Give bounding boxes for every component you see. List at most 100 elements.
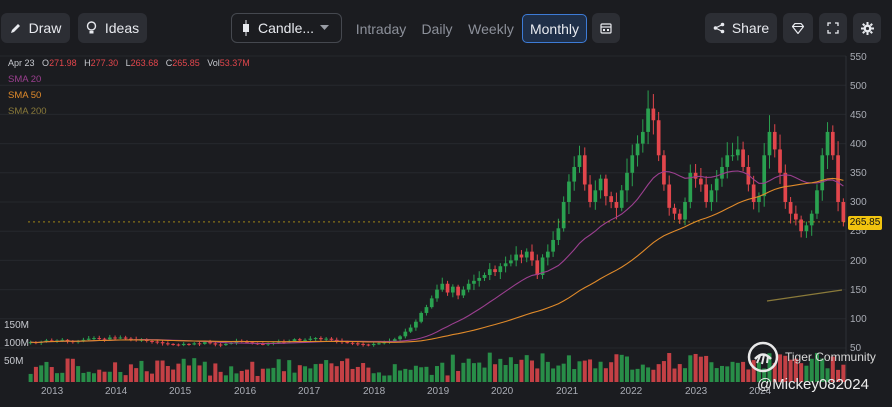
candle-body — [123, 337, 128, 339]
ohlc-date: Apr 23 — [8, 58, 35, 68]
share-button[interactable]: Share — [705, 13, 777, 43]
candle-body — [429, 298, 434, 308]
candle-body — [614, 202, 619, 208]
candle-body — [577, 155, 582, 167]
x-tick-2015: 2015 — [169, 386, 192, 397]
volume-bar — [609, 362, 614, 382]
volume-bar — [308, 368, 313, 382]
tab-daily[interactable]: Daily — [421, 20, 453, 37]
candle-body — [672, 207, 677, 214]
diamond-button[interactable] — [783, 13, 813, 43]
y-tick-450: 450 — [850, 110, 867, 121]
volume-bar — [281, 371, 286, 382]
candle-body — [134, 339, 139, 341]
candle-body — [403, 331, 408, 337]
candle-body — [271, 342, 276, 344]
volume-bar — [698, 356, 703, 382]
candle-body — [144, 339, 149, 341]
volume-bar — [186, 365, 191, 382]
calendar-button[interactable] — [592, 13, 620, 43]
candle-body — [688, 172, 693, 202]
candle-body — [345, 342, 350, 344]
volume-bar — [661, 361, 666, 382]
volume-bar — [667, 353, 672, 382]
volume-bar — [624, 356, 629, 382]
x-tick-2019: 2019 — [427, 386, 450, 397]
draw-button[interactable]: Draw — [1, 13, 70, 43]
settings-button[interactable] — [853, 13, 881, 43]
candle-body — [450, 286, 455, 293]
tab-monthly[interactable]: Monthly — [522, 14, 587, 43]
candle-body — [493, 269, 497, 273]
candle-body — [714, 178, 719, 191]
candle-body — [762, 155, 767, 197]
candle-body — [677, 213, 682, 220]
volume-bar — [91, 373, 96, 382]
candle-body — [498, 266, 503, 273]
sma200-label[interactable]: SMA 200 — [8, 106, 47, 117]
candle-body — [625, 172, 629, 191]
candle-body — [408, 327, 413, 332]
volume-bar — [588, 359, 593, 382]
volume-bar — [535, 368, 540, 382]
candle-body — [561, 202, 566, 229]
candle-body — [556, 228, 561, 240]
sma20-label[interactable]: SMA 20 — [8, 74, 42, 85]
candle-body — [656, 120, 661, 156]
tab-intraday[interactable]: Intraday — [355, 20, 407, 37]
candle-body — [472, 280, 476, 284]
volume-bar — [28, 373, 33, 382]
candle-body — [34, 342, 38, 344]
watermark-name: Tiger Community — [785, 350, 876, 364]
volume-bar — [466, 358, 471, 382]
y-tick-400: 400 — [850, 139, 867, 150]
volume-bar — [144, 371, 149, 382]
fullscreen-button[interactable] — [819, 13, 847, 43]
candle-body — [646, 108, 650, 132]
volume-bar — [60, 372, 65, 382]
high-label: H — [84, 58, 91, 68]
candle-body — [783, 172, 788, 202]
ideas-button[interactable]: Ideas — [78, 13, 147, 43]
volume-bar — [255, 375, 260, 382]
ohlc-readout: Apr 23 O271.98 H277.30 L263.68 C265.85 V… — [8, 58, 250, 68]
candle-body — [234, 340, 239, 343]
volume-bar — [498, 358, 503, 382]
candle-body — [841, 202, 846, 222]
volume-bar — [345, 358, 350, 382]
candle-body — [820, 155, 825, 191]
volume-bar — [202, 361, 207, 382]
candle-body — [751, 184, 756, 202]
y-tick-150: 150 — [850, 285, 867, 296]
volume-bar — [297, 365, 302, 382]
volume-bar — [683, 368, 688, 382]
volume-bar — [709, 362, 714, 382]
tab-weekly[interactable]: Weekly — [468, 20, 514, 37]
volume-bar — [334, 366, 339, 382]
volume-bar — [741, 361, 746, 382]
candle-body — [371, 343, 376, 346]
candle-body — [187, 343, 191, 345]
fullscreen-icon — [827, 22, 839, 34]
candle-body — [202, 342, 207, 344]
candle-body — [503, 263, 508, 267]
candle-body — [377, 343, 381, 345]
open-value: 271.98 — [49, 58, 77, 68]
sma50-label[interactable]: SMA 50 — [8, 90, 42, 101]
volume-bar — [350, 368, 355, 382]
candle-body — [287, 340, 292, 343]
diamond-icon — [792, 22, 804, 34]
volume-bar — [213, 363, 218, 382]
candle-body — [155, 341, 160, 343]
candle-body — [530, 251, 534, 261]
volume-bar — [81, 372, 86, 382]
chart-type-select[interactable]: Candle... — [231, 13, 342, 43]
candle-body — [440, 283, 445, 290]
candle-body — [593, 190, 598, 202]
close-label: C — [165, 58, 173, 68]
x-tick-2014: 2014 — [105, 386, 128, 397]
candle-body — [772, 131, 777, 150]
candle-body — [788, 202, 793, 214]
candle-body — [830, 131, 835, 156]
volume-label: Vol — [207, 58, 220, 68]
